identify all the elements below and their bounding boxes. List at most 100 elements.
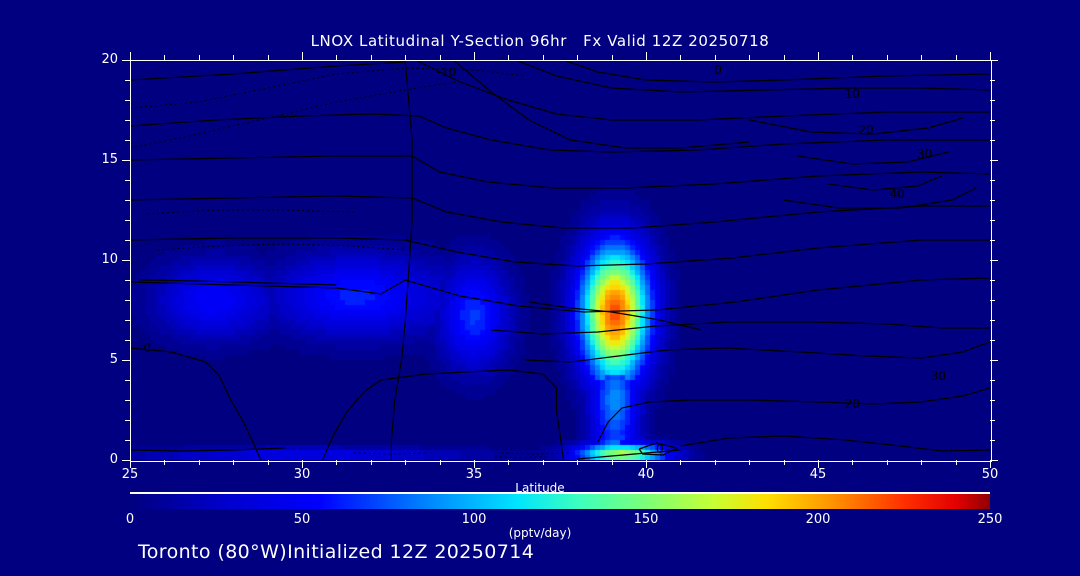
y-axis-tick [125,400,130,401]
y-axis-tick-right [990,300,995,301]
contour-line [322,369,564,460]
colorbar [130,492,990,509]
x-axis-tick [405,460,407,465]
y-axis-tick [125,120,130,121]
contour-label: 0 [143,341,151,355]
y-axis-tick [125,220,130,221]
y-axis-tick-right [990,380,995,381]
contour-line [390,60,413,460]
contour-line [147,209,354,215]
x-axis-tick [818,460,819,468]
contour-line [453,60,750,149]
x-axis-tick [164,460,166,465]
colorbar-tick-label: 250 [977,512,1003,527]
y-axis-tick-right [990,240,995,241]
y-axis-tick [125,300,130,301]
colorbar-tick-label: 100 [461,512,487,527]
contour-line [130,67,526,109]
y-axis-tick-right [990,180,995,181]
colorbar-unit-label: (pptv/day) [508,526,572,540]
contour-label: -10 [437,65,457,79]
contour-line [515,60,990,93]
contour-line [797,151,949,165]
contour-label: 0 [656,442,664,456]
x-axis-tick [783,460,785,465]
x-axis-tick [714,460,716,465]
y-axis-tick-right [990,320,995,321]
y-axis-tick [125,200,130,201]
y-axis-tick-right [990,460,998,461]
colorbar-tick-label: 200 [805,512,831,527]
colorbar-tick-label: 0 [125,512,135,527]
x-axis-tick-top [577,55,579,60]
y-axis-tick-right [990,140,995,141]
x-tick-label: 50 [981,467,999,482]
x-axis-tick-top [233,55,235,60]
x-axis-tick-top [646,52,647,60]
x-axis-tick [990,460,991,468]
contour-line [491,321,990,335]
x-axis-tick [508,460,510,465]
y-axis-tick [125,240,130,241]
x-axis-tick-top [990,52,991,60]
contour-label: 20 [859,123,874,137]
contour-line [353,452,426,455]
x-axis-tick [130,460,131,468]
contour-line [130,277,990,313]
y-tick-label: 0 [109,452,118,467]
y-axis-tick [122,460,130,461]
contour-line [130,347,262,460]
x-axis-tick [577,460,579,465]
x-axis-tick-top [955,55,957,60]
y-axis-tick-right [990,420,995,421]
x-axis-tick-top [267,55,269,60]
x-axis-tick-top [198,55,200,60]
x-axis-tick-top [405,55,407,60]
y-axis-tick-right [990,220,995,221]
x-axis-tick [852,460,854,465]
x-axis-tick-top [164,55,166,60]
x-axis-tick-top [542,55,544,60]
x-tick-label: 35 [465,467,483,482]
x-axis-tick-top [749,55,751,60]
y-axis-tick-right [990,360,998,361]
x-axis-tick-top [714,55,716,60]
x-axis-tick-top [474,52,475,60]
y-axis-tick-right [990,260,998,261]
x-axis-tick-top [680,55,682,60]
x-tick-label: 25 [121,467,139,482]
x-axis-tick-top [370,55,372,60]
x-axis-tick [474,460,475,468]
x-tick-label: 45 [809,467,827,482]
x-axis-tick [611,460,613,465]
y-axis-tick-right [990,440,995,441]
y-tick-label: 10 [101,252,118,267]
contour-label: 30 [917,147,932,161]
contour-label: 30 [931,369,946,383]
x-axis-tick-top [611,55,613,60]
y-axis-tick [125,340,130,341]
x-axis-tick-top [886,55,888,60]
x-axis-tick [302,460,303,468]
x-tick-label: 30 [293,467,311,482]
colorbar-top-rule [130,492,990,494]
contour-line [577,449,681,460]
x-axis-tick-top [508,55,510,60]
x-axis-tick-top [818,52,819,60]
y-axis-tick [125,80,130,81]
x-axis-tick-top [852,55,854,60]
contour-line [130,447,285,452]
y-axis-tick-right [990,280,995,281]
contour-line [828,175,943,191]
y-axis-tick [122,260,130,261]
x-axis-tick-top [302,52,303,60]
figure-caption: Toronto (80°W)Initialized 12Z 20250714 [138,541,535,563]
x-axis-tick [680,460,682,465]
x-axis-tick [439,460,441,465]
y-axis-tick-right [990,400,995,401]
y-axis-tick [122,160,130,161]
contour-line [563,60,990,83]
y-axis-tick [125,320,130,321]
contour-line [494,456,550,459]
